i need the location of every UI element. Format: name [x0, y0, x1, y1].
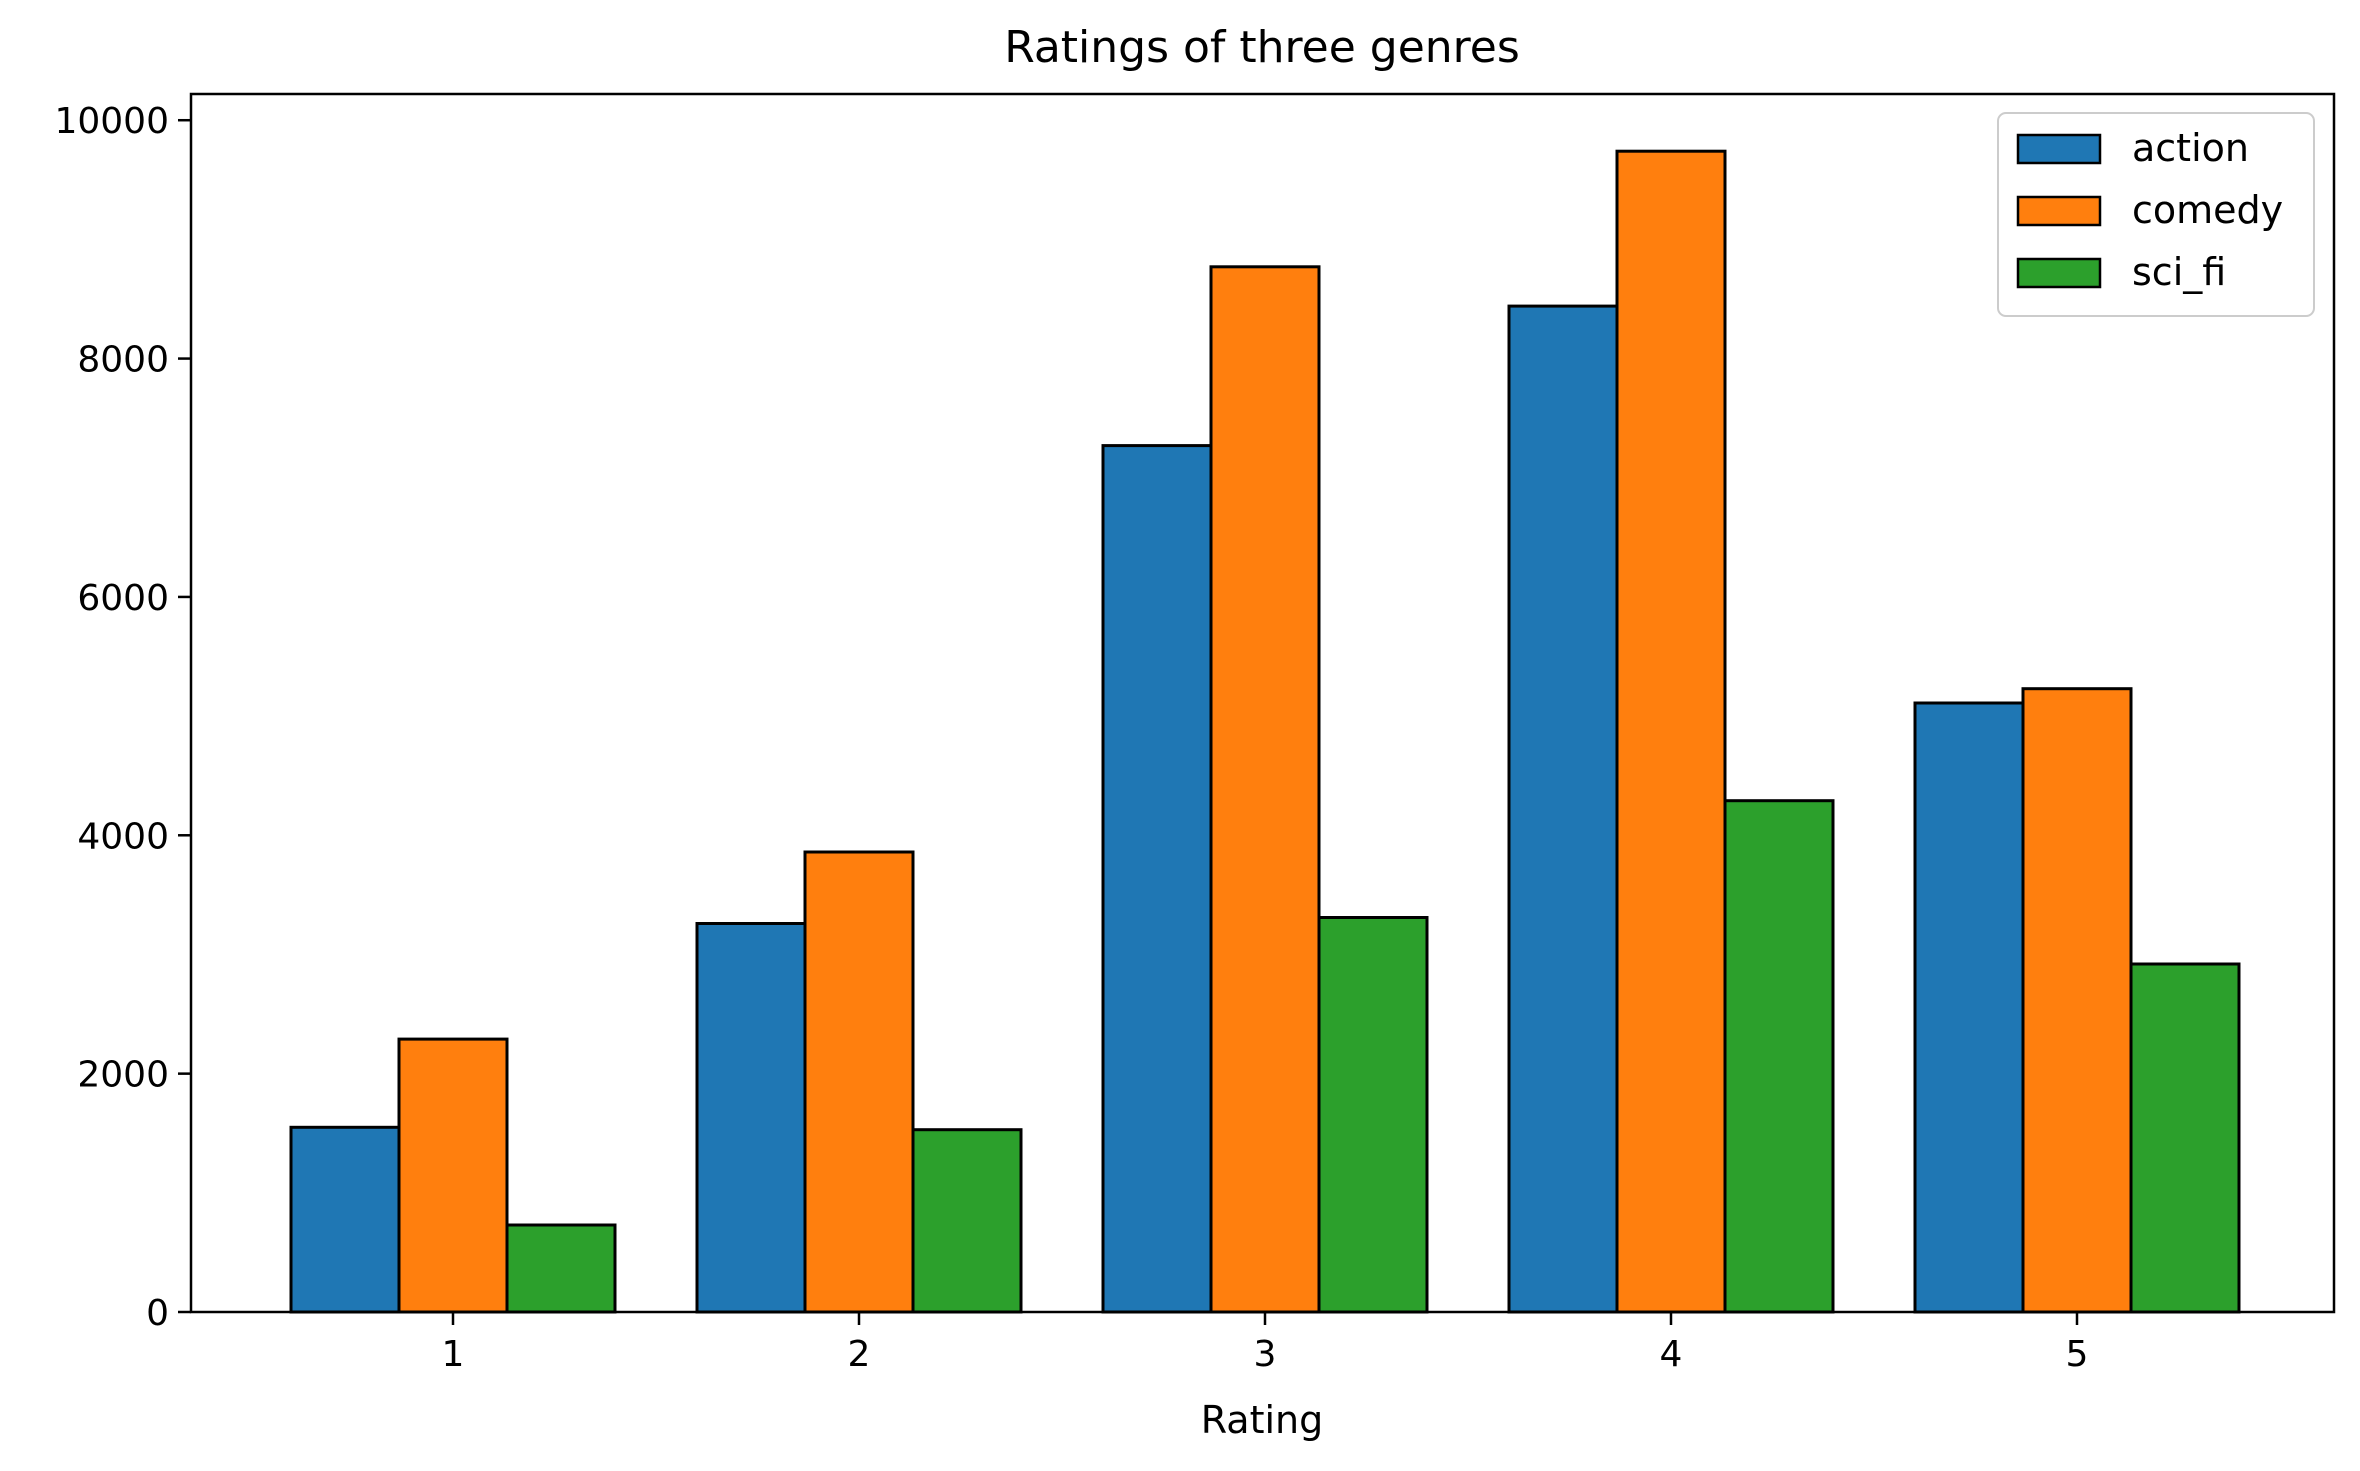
legend-label-sci_fi: sci_fi	[2132, 250, 2226, 294]
plot-frame	[189, 92, 2336, 1314]
x-axis: 1 2 3 4 5	[442, 1312, 2089, 1375]
legend-swatch-comedy	[2016, 195, 2102, 227]
bar-sci_fi-3	[1317, 916, 1429, 1314]
bar-action-1	[289, 1125, 401, 1314]
bar-comedy-3	[1209, 265, 1321, 1314]
y-tick-label: 8000	[77, 340, 169, 381]
y-tick-label: 2000	[77, 1055, 169, 1096]
x-tick-label: 4	[1660, 1334, 1683, 1375]
x-tick-label: 1	[442, 1334, 465, 1375]
x-tick-label: 5	[2066, 1334, 2089, 1375]
bar-comedy-1	[397, 1037, 509, 1314]
bar-comedy-2	[803, 850, 915, 1314]
bars-group	[289, 149, 2241, 1314]
y-tick-label: 0	[146, 1293, 169, 1334]
bar-action-2	[695, 922, 807, 1314]
bar-sci_fi-5	[2129, 962, 2241, 1314]
y-tick-label: 10000	[54, 101, 169, 142]
y-tick-label: 6000	[77, 578, 169, 619]
bar-action-3	[1101, 444, 1213, 1314]
bar-action-4	[1507, 304, 1619, 1314]
x-axis-label: Rating	[1201, 1398, 1324, 1442]
legend-swatch-action	[2016, 133, 2102, 165]
x-tick-label: 3	[1254, 1334, 1277, 1375]
bar-sci_fi-4	[1723, 799, 1835, 1314]
bar-sci_fi-1	[505, 1223, 617, 1314]
bar-comedy-5	[2021, 687, 2133, 1314]
y-tick-label: 4000	[77, 816, 169, 857]
legend-label-comedy: comedy	[2132, 188, 2283, 232]
legend-swatch-sci_fi	[2016, 257, 2102, 289]
bar-action-5	[1913, 701, 2025, 1314]
bar-comedy-4	[1615, 149, 1727, 1314]
x-tick-label: 2	[848, 1334, 871, 1375]
legend-label-action: action	[2132, 126, 2249, 170]
chart-title: Ratings of three genres	[1004, 22, 1520, 73]
bar-sci_fi-2	[911, 1128, 1023, 1314]
y-axis: 0 2000 4000 6000 8000 10000	[54, 101, 191, 1334]
legend: action comedy sci_fi	[1997, 112, 2315, 317]
